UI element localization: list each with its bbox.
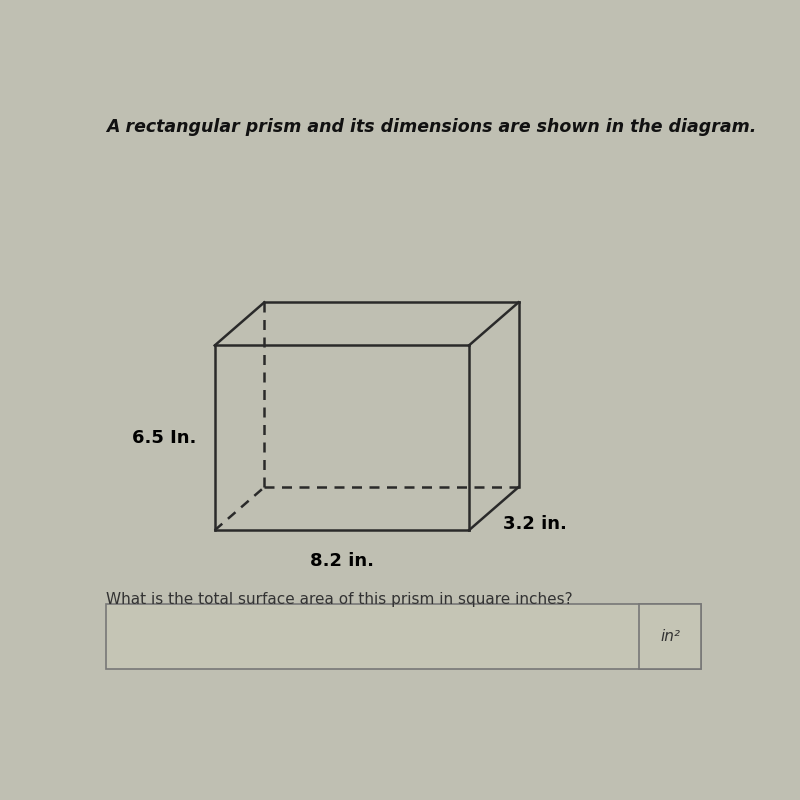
Bar bbox=[639, 604, 702, 669]
Bar bbox=[106, 604, 702, 669]
Text: 6.5 In.: 6.5 In. bbox=[132, 429, 196, 447]
Text: 3.2 in.: 3.2 in. bbox=[503, 515, 567, 533]
Text: What is the total surface area of this prism in square inches?: What is the total surface area of this p… bbox=[106, 592, 573, 607]
Text: in²: in² bbox=[661, 629, 680, 644]
Text: A rectangular prism and its dimensions are shown in the diagram.: A rectangular prism and its dimensions a… bbox=[106, 118, 757, 135]
Text: 8.2 in.: 8.2 in. bbox=[310, 552, 374, 570]
